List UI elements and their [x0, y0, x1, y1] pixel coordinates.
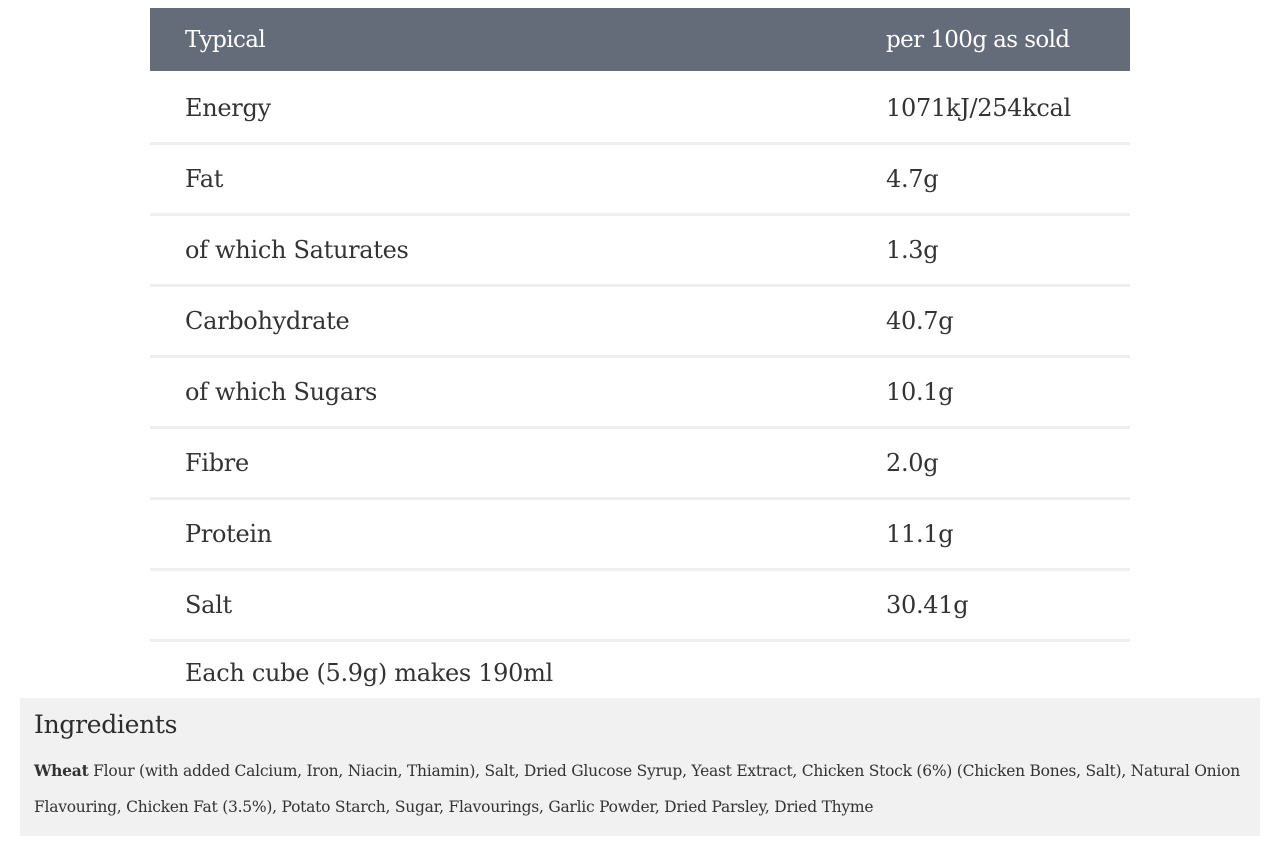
- row-label: Fibre: [185, 449, 249, 477]
- nutrition-row-saturates: of which Saturates 1.3g: [150, 216, 1130, 287]
- ingredients-list: Wheat Flour (with added Calcium, Iron, N…: [34, 753, 1246, 825]
- nutrition-row-fibre: Fibre 2.0g: [150, 429, 1130, 500]
- nutrition-footnote-row: Each cube (5.9g) makes 190ml: [150, 642, 1130, 704]
- row-label: Energy: [185, 94, 271, 122]
- nutrition-table: Typical per 100g as sold Energy 1071kJ/2…: [150, 8, 1130, 704]
- row-value: 2.0g: [886, 449, 939, 477]
- row-value: 30.41g: [886, 591, 969, 619]
- row-value: 4.7g: [886, 165, 939, 193]
- row-value: 10.1g: [886, 378, 954, 406]
- nutrition-row-fat: Fat 4.7g: [150, 145, 1130, 216]
- row-label: of which Saturates: [185, 236, 409, 264]
- allergen-highlight: Wheat: [34, 761, 89, 780]
- row-label: Carbohydrate: [185, 307, 350, 335]
- row-value: 40.7g: [886, 307, 954, 335]
- ingredients-text: Flour (with added Calcium, Iron, Niacin,…: [34, 762, 1240, 816]
- nutrition-row-energy: Energy 1071kJ/254kcal: [150, 74, 1130, 145]
- nutrition-table-header: Typical per 100g as sold: [150, 8, 1130, 74]
- row-label: Salt: [185, 591, 232, 619]
- row-value: 1.3g: [886, 236, 939, 264]
- row-value: 11.1g: [886, 520, 954, 548]
- ingredients-title: Ingredients: [34, 710, 178, 739]
- row-label: Protein: [185, 520, 272, 548]
- nutrition-row-carbohydrate: Carbohydrate 40.7g: [150, 287, 1130, 358]
- header-value: per 100g as sold: [886, 26, 1070, 53]
- nutrition-row-sugars: of which Sugars 10.1g: [150, 358, 1130, 429]
- nutrition-footnote: Each cube (5.9g) makes 190ml: [185, 659, 553, 687]
- row-label: of which Sugars: [185, 378, 378, 406]
- nutrition-row-protein: Protein 11.1g: [150, 500, 1130, 571]
- nutrition-row-salt: Salt 30.41g: [150, 571, 1130, 642]
- ingredients-panel: Ingredients Wheat Flour (with added Calc…: [20, 698, 1260, 836]
- row-value: 1071kJ/254kcal: [886, 94, 1071, 122]
- header-label: Typical: [185, 26, 266, 53]
- row-label: Fat: [185, 165, 224, 193]
